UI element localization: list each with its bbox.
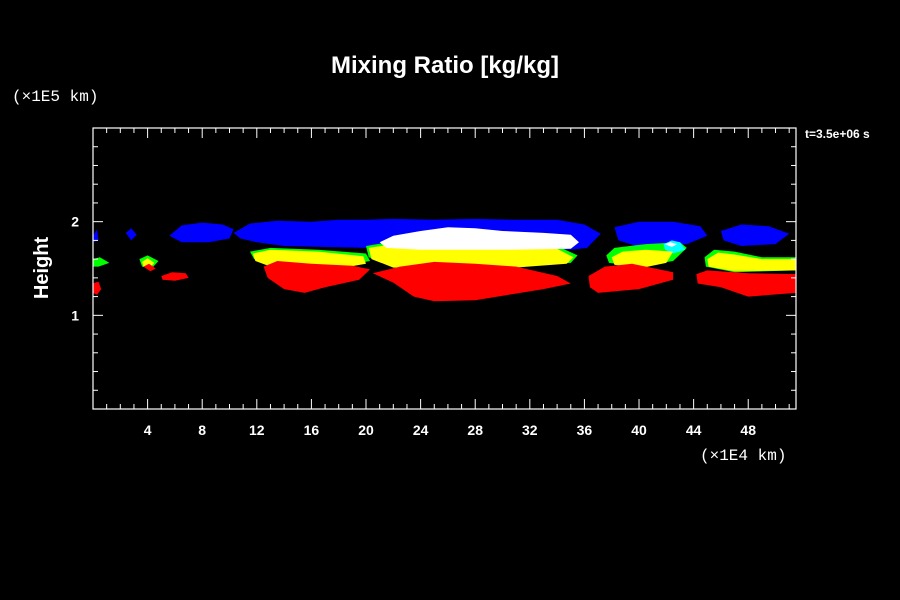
x-tick-label: 4 [144, 422, 152, 438]
x-tick-label: 40 [631, 422, 647, 438]
field-region-0-1 [125, 228, 137, 241]
field-region-5-6 [696, 270, 796, 297]
x-tick-label: 36 [577, 422, 593, 438]
field-region-0-2 [169, 222, 234, 243]
field-region-4-1 [665, 242, 678, 247]
y-scale-label: (×1E5 km) [12, 88, 98, 106]
field-region-5-4 [372, 261, 571, 302]
field-region-5-2 [161, 272, 189, 281]
x-tick-label: 8 [198, 422, 206, 438]
field-region-3-4 [707, 252, 796, 272]
field-region-5-3 [263, 261, 371, 293]
field-region-3-3 [611, 249, 674, 269]
y-tick-label: 2 [71, 214, 79, 230]
x-tick-label: 44 [686, 422, 702, 438]
x-tick-label: 48 [740, 422, 756, 438]
chart-title: Mixing Ratio [kg/kg] [331, 52, 559, 79]
field-region-5-5 [588, 263, 674, 293]
x-tick-label: 32 [522, 422, 538, 438]
plot-frame [92, 127, 797, 410]
field-region-0-4 [614, 221, 708, 247]
field-region-5-0 [93, 281, 102, 295]
x-tick-label: 16 [304, 422, 320, 438]
y-tick-label: 1 [71, 307, 79, 323]
x-tick-label: 12 [249, 422, 265, 438]
field-region-4-0 [379, 227, 579, 250]
x-tick-label: 24 [413, 422, 429, 438]
field-region-5-1 [143, 263, 156, 272]
x-tick-label: 28 [467, 422, 483, 438]
field-region-0-0 [93, 229, 99, 243]
x-tick-label: 20 [358, 422, 374, 438]
mixing-ratio-field [93, 218, 796, 302]
field-region-0-5 [720, 224, 790, 246]
time-label: t=3.5e+06 s [805, 127, 870, 141]
x-scale-label: (×1E4 km) [700, 447, 786, 465]
y-axis-label: Height [31, 237, 53, 300]
